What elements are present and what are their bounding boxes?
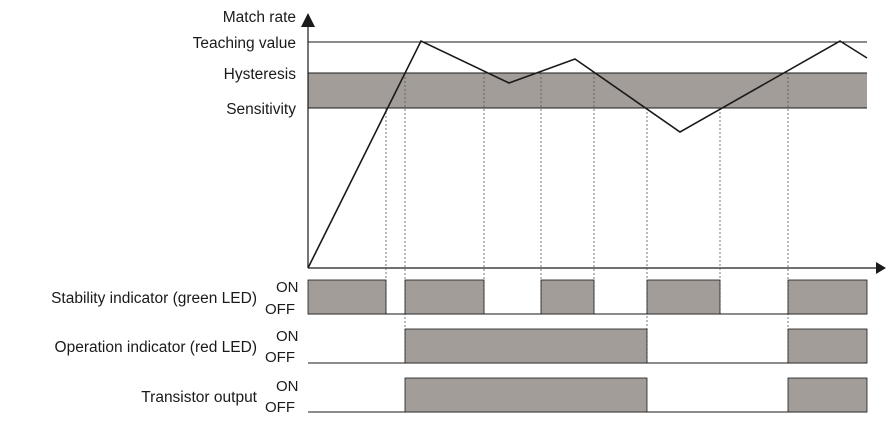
transistor-label: Transistor output: [141, 389, 257, 406]
match-rate-waveform: [307, 39, 868, 269]
transistor-pulse: [787, 377, 868, 413]
stability-on-label: ON: [276, 279, 299, 296]
hysteresis-label: Hysteresis: [224, 66, 297, 83]
stability-label: Stability indicator (green LED): [51, 290, 257, 307]
y-axis-title: Match rate: [223, 9, 296, 26]
stability-off-label: OFF: [265, 301, 295, 318]
transition-guides: [385, 73, 789, 362]
sensitivity-label: Sensitivity: [226, 101, 296, 118]
stability-pulse: [404, 279, 485, 315]
x-axis-arrow-icon: [876, 262, 886, 274]
hysteresis-band: [308, 73, 867, 108]
y-axis-arrow-icon: [301, 13, 315, 27]
operation-label: Operation indicator (red LED): [55, 339, 257, 356]
transistor-pulse: [404, 377, 648, 413]
operation-off-label: OFF: [265, 349, 295, 366]
transistor-on-label: ON: [276, 378, 299, 395]
teaching-value-label: Teaching value: [193, 35, 296, 52]
stability-pulse: [787, 279, 868, 315]
operation-pulse: [787, 328, 868, 364]
operation-on-label: ON: [276, 328, 299, 345]
stability-pulse: [307, 279, 387, 315]
transistor-off-label: OFF: [265, 399, 295, 416]
stability-pulse: [646, 279, 721, 315]
operation-pulse: [404, 328, 648, 364]
stability-pulse: [540, 279, 595, 315]
